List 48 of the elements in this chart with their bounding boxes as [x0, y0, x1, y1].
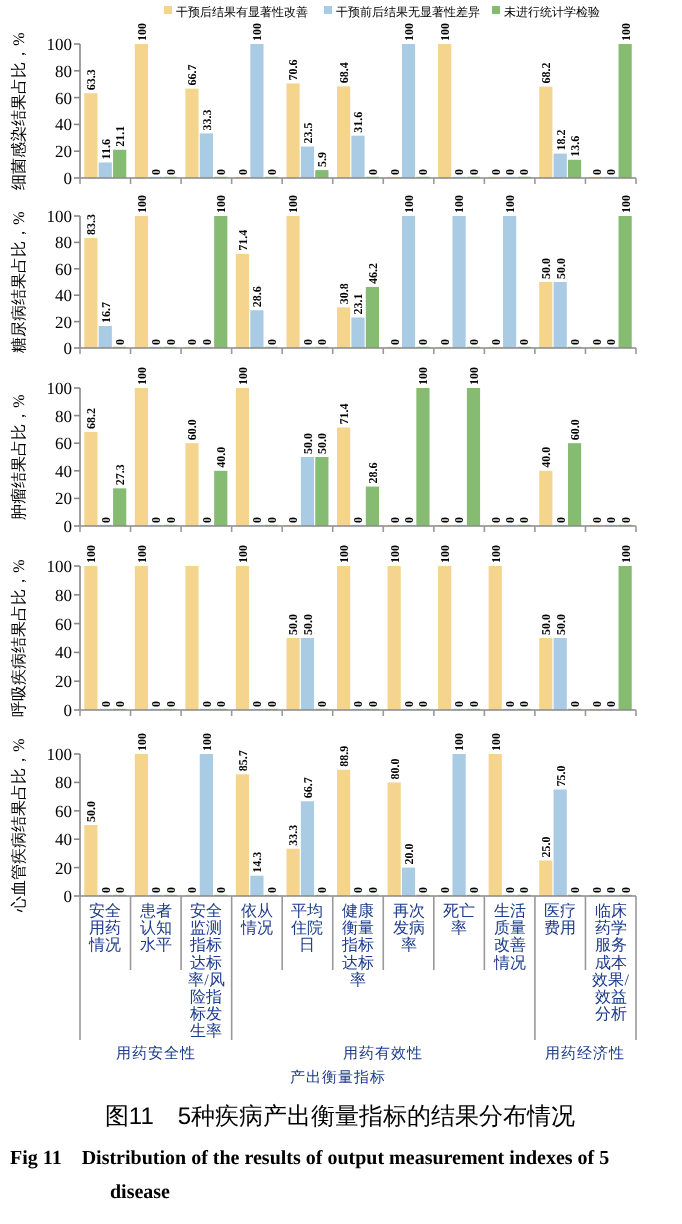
y-tick-label: 20 — [55, 311, 72, 332]
caption: 图11 5种疾病产出衡量指标的结果分布情况 — [104, 1102, 576, 1130]
y-tick-label: 80 — [55, 405, 72, 426]
x-tick-label: 临床药学服务成本效果/效益分析 — [592, 902, 631, 1024]
y-tick-label: 0 — [63, 516, 72, 536]
x-tick-label: 安全用药情况 — [87, 902, 122, 955]
x-tick-label: 医疗费用 — [544, 902, 577, 938]
y-tick-label: 40 — [55, 642, 72, 663]
y-tick-label: 0 — [63, 338, 72, 358]
y-tick-label: 60 — [55, 87, 72, 108]
y-tick-label: 20 — [55, 671, 72, 692]
y-axis-title: 心血管疾病结果占比，% — [10, 737, 28, 914]
y-axis-title: 糖尿病结果占比，% — [10, 210, 28, 353]
y-tick-label: 100 — [46, 206, 72, 226]
y-tick-label: 60 — [55, 613, 72, 634]
y-tick-label: 20 — [55, 488, 72, 509]
y-tick-label: 60 — [55, 800, 72, 821]
y-tick-label: 40 — [55, 114, 72, 135]
y-tick-label: 80 — [55, 60, 72, 81]
y-axis-title: 细菌感染结果占比，% — [10, 31, 28, 190]
y-tick-label: 80 — [55, 232, 72, 253]
x-tick-label: 再次发病率 — [392, 902, 425, 955]
y-tick-label: 0 — [63, 886, 72, 906]
x-tick-label: 健康衡量指标达标率 — [340, 902, 374, 989]
y-tick-label: 80 — [55, 772, 72, 793]
y-tick-label: 80 — [55, 584, 72, 605]
y-tick-label: 60 — [55, 433, 72, 454]
y-tick-label: 100 — [46, 34, 72, 54]
x-tick-label: 患者认知水平 — [137, 902, 172, 955]
y-tick-label: 0 — [63, 168, 72, 188]
x-tick-label: 平均住院日 — [291, 902, 324, 955]
y-tick-label: 60 — [55, 258, 72, 279]
y-tick-label: 40 — [55, 285, 72, 306]
x-tick-label: 依从情况 — [238, 902, 273, 938]
y-tick-label: 100 — [46, 378, 72, 398]
y-axis-title: 肿瘤结果占比，% — [10, 393, 28, 520]
x-tick-label: 生活质量改善情况 — [491, 902, 526, 972]
x-tick-label: 死亡率 — [443, 902, 476, 938]
y-tick-label: 40 — [55, 460, 72, 481]
y-tick-label: 40 — [55, 829, 72, 850]
y-axis-title: 呼吸疾病结果占比，% — [10, 558, 28, 717]
y-tick-label: 20 — [55, 857, 72, 878]
y-tick-label: 100 — [46, 744, 72, 764]
caption: Fig 11 Distribution of the results of output measurement indexes of 5 disease — [10, 1148, 610, 1204]
x-tick-label: 安全监测指标达标率/风险指标发生率 — [188, 902, 225, 1041]
y-tick-label: 20 — [55, 141, 72, 162]
y-tick-label: 100 — [46, 556, 72, 576]
y-tick-label: 0 — [63, 700, 72, 720]
